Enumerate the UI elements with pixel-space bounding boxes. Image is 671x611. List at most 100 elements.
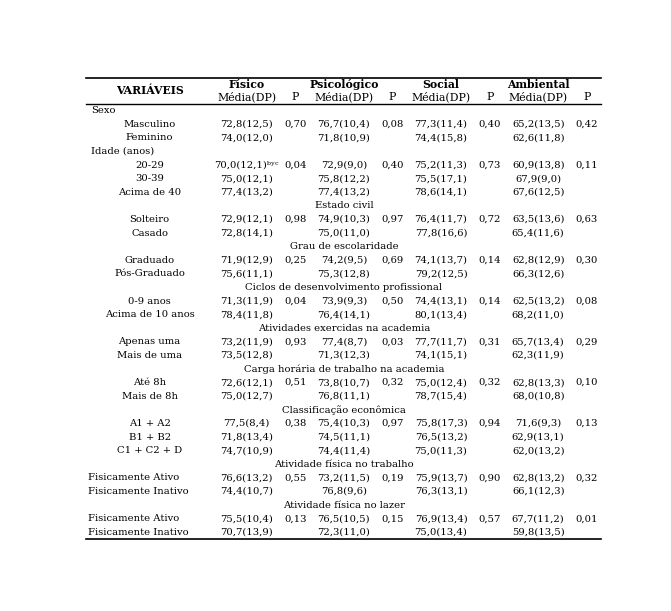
- Text: 75,9(13,7): 75,9(13,7): [415, 474, 468, 482]
- Text: 0,13: 0,13: [576, 419, 598, 428]
- Text: P: P: [486, 92, 493, 102]
- Text: 0,03: 0,03: [381, 337, 404, 346]
- Text: 76,4(11,7): 76,4(11,7): [415, 215, 468, 224]
- Text: 76,8(9,6): 76,8(9,6): [321, 487, 367, 496]
- Text: 76,9(13,4): 76,9(13,4): [415, 514, 468, 523]
- Text: Acima de 40: Acima de 40: [118, 188, 181, 197]
- Text: 0,32: 0,32: [478, 378, 501, 387]
- Text: 75,8(17,3): 75,8(17,3): [415, 419, 468, 428]
- Text: Físico: Físico: [229, 79, 265, 90]
- Text: 75,0(11,0): 75,0(11,0): [317, 229, 370, 238]
- Text: 67,9(9,0): 67,9(9,0): [515, 174, 561, 183]
- Text: Estado civil: Estado civil: [315, 201, 373, 210]
- Text: 62,3(11,9): 62,3(11,9): [512, 351, 564, 360]
- Text: 75,0(11,3): 75,0(11,3): [415, 446, 468, 455]
- Text: Ambiental: Ambiental: [507, 79, 570, 90]
- Text: 74,4(13,1): 74,4(13,1): [415, 296, 468, 306]
- Text: Pós-Graduado: Pós-Graduado: [114, 269, 185, 279]
- Text: 75,3(12,8): 75,3(12,8): [317, 269, 370, 279]
- Text: 74,9(10,3): 74,9(10,3): [317, 215, 370, 224]
- Text: 75,0(13,4): 75,0(13,4): [415, 528, 468, 537]
- Text: 0,14: 0,14: [478, 296, 501, 306]
- Text: 71,6(9,3): 71,6(9,3): [515, 419, 562, 428]
- Text: Acima de 10 anos: Acima de 10 anos: [105, 310, 195, 319]
- Text: 73,2(11,5): 73,2(11,5): [317, 474, 370, 482]
- Text: 0,69: 0,69: [381, 256, 403, 265]
- Text: 79,2(12,5): 79,2(12,5): [415, 269, 468, 279]
- Text: 0,15: 0,15: [381, 514, 404, 523]
- Text: 77,4(13,2): 77,4(13,2): [220, 188, 273, 197]
- Text: 74,4(11,4): 74,4(11,4): [317, 446, 370, 455]
- Text: Graduado: Graduado: [125, 256, 174, 265]
- Text: Psicológico: Psicológico: [309, 79, 378, 90]
- Text: 74,4(15,8): 74,4(15,8): [415, 133, 468, 142]
- Text: Apenas uma: Apenas uma: [119, 337, 180, 346]
- Text: 62,8(12,9): 62,8(12,9): [512, 256, 564, 265]
- Text: 76,8(11,1): 76,8(11,1): [317, 392, 370, 401]
- Text: Social: Social: [423, 79, 460, 90]
- Text: 73,5(12,8): 73,5(12,8): [220, 351, 273, 360]
- Text: 0,32: 0,32: [576, 474, 598, 482]
- Text: 67,7(11,2): 67,7(11,2): [512, 514, 564, 523]
- Text: 65,7(13,4): 65,7(13,4): [512, 337, 564, 346]
- Text: 71,9(12,9): 71,9(12,9): [220, 256, 273, 265]
- Text: 80,1(13,4): 80,1(13,4): [415, 310, 468, 319]
- Text: 68,2(11,0): 68,2(11,0): [512, 310, 564, 319]
- Text: 0,57: 0,57: [478, 514, 501, 523]
- Text: 72,9(12,1): 72,9(12,1): [220, 215, 273, 224]
- Text: 72,8(12,5): 72,8(12,5): [220, 120, 273, 129]
- Text: 0,40: 0,40: [381, 161, 404, 169]
- Text: 73,8(10,7): 73,8(10,7): [317, 378, 370, 387]
- Text: 78,7(15,4): 78,7(15,4): [415, 392, 468, 401]
- Text: 75,0(12,4): 75,0(12,4): [415, 378, 468, 387]
- Text: 30-39: 30-39: [135, 174, 164, 183]
- Text: 73,9(9,3): 73,9(9,3): [321, 296, 367, 306]
- Text: 66,1(12,3): 66,1(12,3): [512, 487, 564, 496]
- Text: 71,8(10,9): 71,8(10,9): [317, 133, 370, 142]
- Text: 0,31: 0,31: [478, 337, 501, 346]
- Text: 77,4(13,2): 77,4(13,2): [317, 188, 370, 197]
- Text: 0,42: 0,42: [576, 120, 598, 129]
- Text: 59,8(13,5): 59,8(13,5): [512, 528, 564, 537]
- Text: Carga horária de trabalho na academia: Carga horária de trabalho na academia: [244, 364, 444, 374]
- Text: 73,2(11,9): 73,2(11,9): [220, 337, 273, 346]
- Text: 62,8(13,2): 62,8(13,2): [512, 474, 564, 482]
- Text: 62,8(13,3): 62,8(13,3): [512, 378, 564, 387]
- Text: Atividade física no lazer: Atividade física no lazer: [283, 500, 405, 510]
- Text: 0-9 anos: 0-9 anos: [128, 296, 171, 306]
- Text: 0,72: 0,72: [478, 215, 501, 224]
- Text: 76,4(14,1): 76,4(14,1): [317, 310, 370, 319]
- Text: 76,6(13,2): 76,6(13,2): [221, 474, 273, 482]
- Text: Masculino: Masculino: [123, 120, 176, 129]
- Text: A1 + A2: A1 + A2: [129, 419, 170, 428]
- Text: 75,2(11,3): 75,2(11,3): [415, 161, 468, 169]
- Text: 0,38: 0,38: [284, 419, 307, 428]
- Text: 72,9(9,0): 72,9(9,0): [321, 161, 367, 169]
- Text: Solteiro: Solteiro: [130, 215, 170, 224]
- Text: Fisicamente Ativo: Fisicamente Ativo: [87, 514, 178, 523]
- Text: 0,04: 0,04: [284, 161, 307, 169]
- Text: 78,6(14,1): 78,6(14,1): [415, 188, 468, 197]
- Text: 75,4(10,3): 75,4(10,3): [317, 419, 370, 428]
- Text: 20-29: 20-29: [135, 161, 164, 169]
- Text: 0,97: 0,97: [381, 215, 404, 224]
- Text: 0,98: 0,98: [284, 215, 307, 224]
- Text: 0,11: 0,11: [576, 161, 598, 169]
- Text: 77,5(8,4): 77,5(8,4): [223, 419, 270, 428]
- Text: 0,32: 0,32: [381, 378, 404, 387]
- Text: 74,1(13,7): 74,1(13,7): [415, 256, 468, 265]
- Text: Média(DP): Média(DP): [217, 92, 276, 102]
- Text: 0,94: 0,94: [478, 419, 501, 428]
- Text: 0,25: 0,25: [284, 256, 307, 265]
- Text: Atividade física no trabalho: Atividade física no trabalho: [274, 459, 414, 469]
- Text: 0,08: 0,08: [381, 120, 404, 129]
- Text: 0,13: 0,13: [284, 514, 307, 523]
- Text: P: P: [292, 92, 299, 102]
- Text: 0,93: 0,93: [284, 337, 307, 346]
- Text: 0,04: 0,04: [284, 296, 307, 306]
- Text: 74,2(9,5): 74,2(9,5): [321, 256, 367, 265]
- Text: 0,08: 0,08: [576, 296, 598, 306]
- Text: 74,1(15,1): 74,1(15,1): [415, 351, 468, 360]
- Text: 75,6(11,1): 75,6(11,1): [220, 269, 273, 279]
- Text: Mais de 8h: Mais de 8h: [121, 392, 178, 401]
